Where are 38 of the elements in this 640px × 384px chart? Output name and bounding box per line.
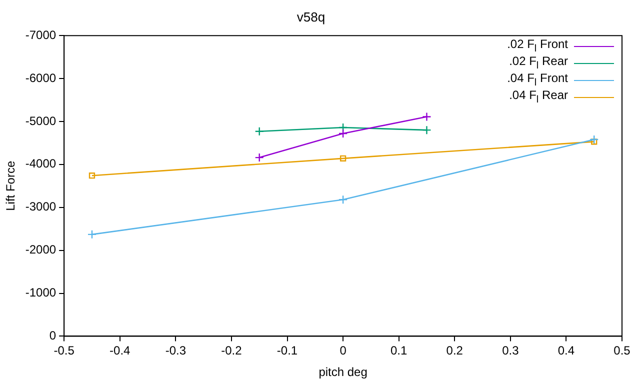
point	[87, 230, 97, 240]
legend-label: .02 F$_{l}$ Front	[507, 37, 568, 55]
x-tick-label: 0.5	[614, 344, 631, 358]
x-tick-label: -0.2	[221, 344, 242, 358]
x-tick-label: 0.1	[390, 344, 408, 358]
y-tick-label: -5000	[25, 114, 56, 128]
x-tick-label: 0.2	[446, 344, 464, 358]
legend-label: .04 F$_{l}$ Rear	[509, 88, 568, 106]
y-axis-title: Lift Force	[4, 160, 18, 211]
x-tick-label: -0.4	[110, 344, 131, 358]
point	[254, 152, 264, 162]
point	[590, 134, 599, 144]
y-tick-label: -6000	[25, 70, 56, 85]
x-tick-label: 0.3	[502, 344, 520, 358]
chart-title: v58q	[296, 9, 326, 24]
x-tick-label: 0	[340, 344, 347, 358]
y-tick-label: -3000	[25, 200, 56, 214]
point	[591, 138, 598, 145]
point	[422, 125, 432, 135]
point	[338, 195, 348, 204]
legend-label: .04 F$_{l}$ Front	[507, 71, 568, 89]
x-tick-label: -0.3	[165, 344, 186, 358]
point	[88, 172, 96, 179]
x-tick-label: 0.4	[558, 344, 575, 358]
point	[340, 155, 346, 162]
x-axis-title: pitch deg	[318, 365, 368, 380]
legend-label: .02 F$_{l}$ Rear	[509, 54, 568, 72]
point	[254, 126, 264, 136]
x-tick-label: -0.1	[276, 344, 298, 358]
y-tick-label: -2000	[25, 242, 56, 257]
point	[338, 122, 348, 132]
point	[422, 112, 432, 122]
point	[338, 128, 348, 138]
y-tick-label: 0	[49, 328, 56, 343]
y-tick-label: -7000	[25, 28, 56, 42]
y-tick-label: -1000	[25, 286, 56, 300]
y-tick-label: -4000	[25, 156, 56, 171]
x-tick-label: -0.5	[54, 344, 75, 358]
